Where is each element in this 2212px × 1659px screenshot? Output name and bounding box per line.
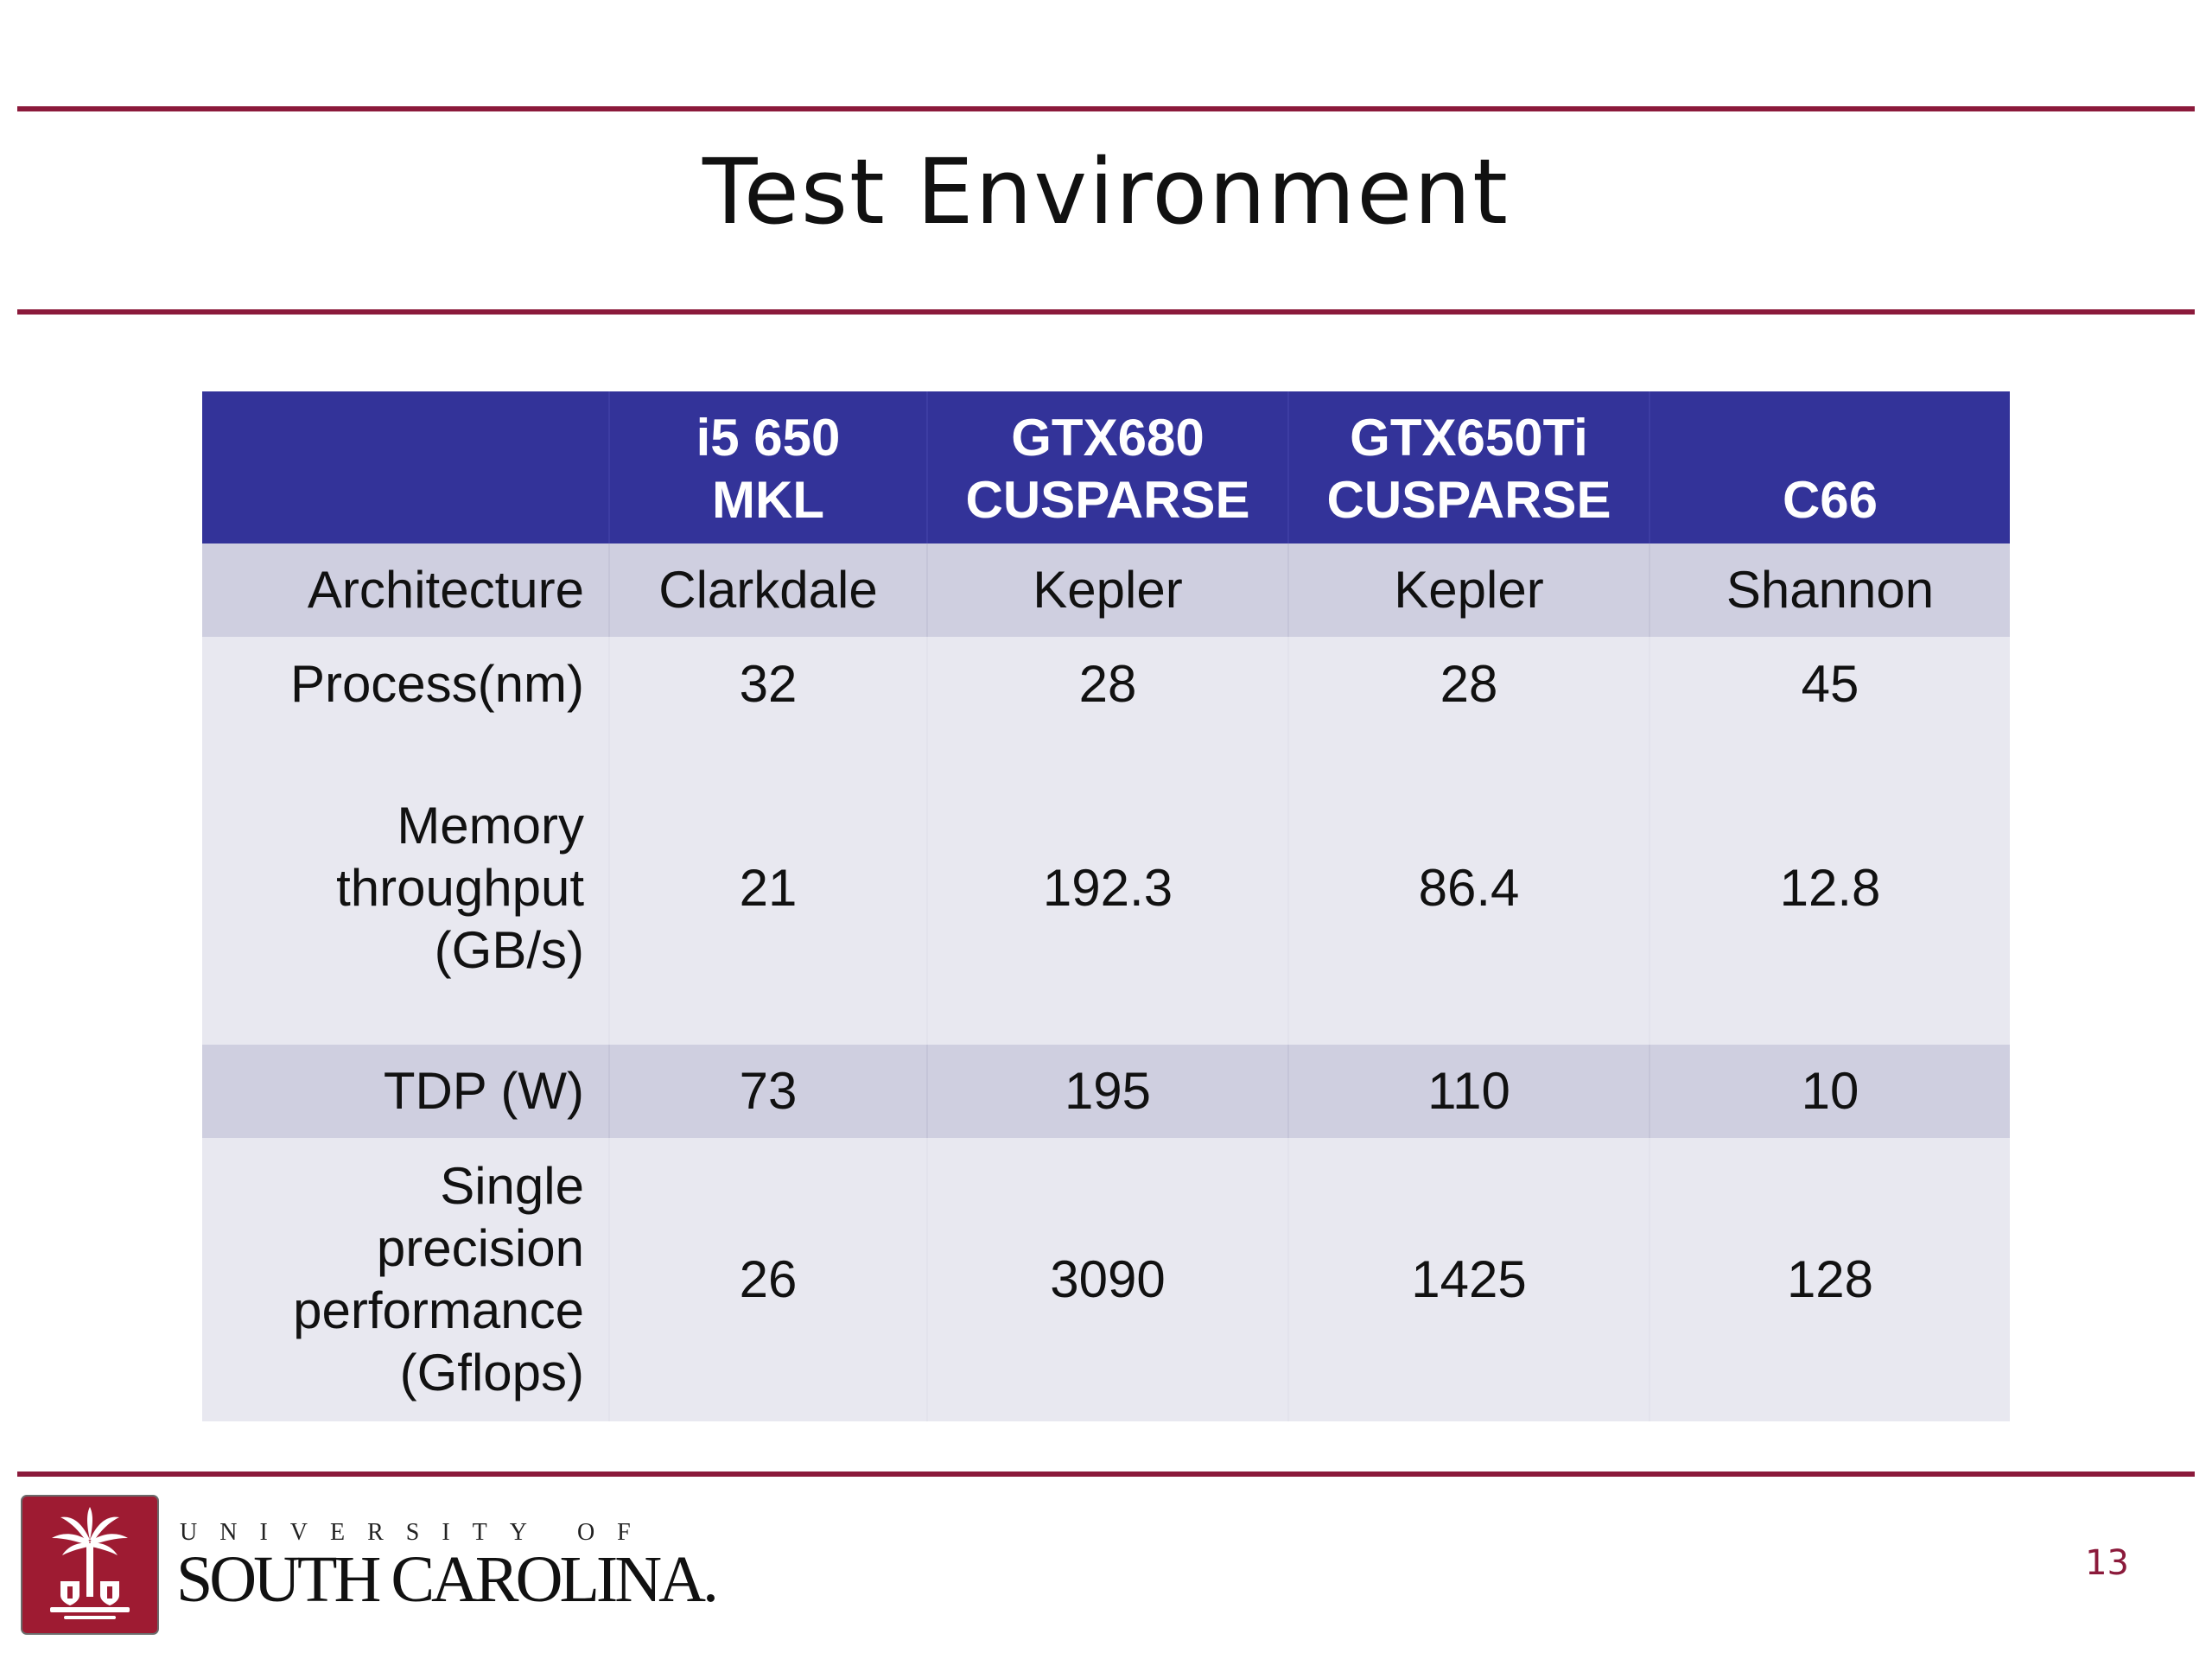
table-cell: 28 (1287, 637, 1649, 732)
row-label-line: Memory (397, 797, 584, 855)
table-cell: 192.3 (926, 732, 1287, 1045)
row-label: Single precision performance (Gflops) (202, 1138, 608, 1421)
row-label-line: (Gflops) (399, 1344, 584, 1402)
row-label-line: Process(nm) (289, 655, 584, 713)
table-cell: 12.8 (1649, 732, 2010, 1045)
table-cell: 195 (926, 1045, 1287, 1138)
table-cell: Kepler (1287, 543, 1649, 637)
table-cell: 10 (1649, 1045, 2010, 1138)
header-line: MKL (712, 471, 824, 529)
header-line: CUSPARSE (965, 471, 1250, 529)
table-cell: Clarkdale (608, 543, 926, 637)
row-label-line: (GB/s) (434, 921, 584, 979)
header-line: i5 650 (696, 409, 841, 467)
row-label: Memory throughput (GB/s) (202, 732, 608, 1045)
title-divider-line (17, 309, 2195, 315)
row-label: Process(nm) (202, 637, 608, 732)
header-cell-empty (202, 391, 608, 543)
table-cell: 28 (926, 637, 1287, 732)
row-label: TDP (W) (202, 1045, 608, 1138)
table-cell: 73 (608, 1045, 926, 1138)
specs-table: i5 650 MKL GTX680 CUSPARSE GTX650Ti CUSP… (202, 391, 2010, 1421)
table-cell: Kepler (926, 543, 1287, 637)
header-cell-c66: C66 (1649, 391, 2010, 543)
row-label-line: throughput (336, 859, 584, 917)
university-of-text: UNIVERSITY OF (180, 1519, 653, 1546)
header-line: GTX650Ti (1350, 409, 1588, 467)
table-cell: 45 (1649, 637, 2010, 732)
table-row: TDP (W) 73 195 110 10 (202, 1045, 2010, 1138)
header-line: GTX680 (1011, 409, 1205, 467)
table-header-row: i5 650 MKL GTX680 CUSPARSE GTX650Ti CUSP… (202, 391, 2010, 543)
page-number: 13 (2085, 1543, 2129, 1583)
table-cell: 110 (1287, 1045, 1649, 1138)
row-label-line: precision (376, 1219, 584, 1277)
table-cell: 21 (608, 732, 926, 1045)
table-row: Single precision performance (Gflops) 26… (202, 1138, 2010, 1421)
table-cell: 86.4 (1287, 732, 1649, 1045)
slide-title: Test Environment (702, 139, 1510, 245)
table-cell: Shannon (1649, 543, 2010, 637)
palmetto-tree-seal-icon (21, 1495, 159, 1635)
row-label: Architecture (202, 543, 608, 637)
row-label-line: Single (440, 1157, 584, 1215)
row-label-line: performance (293, 1281, 584, 1339)
header-cell-gtx680: GTX680 CUSPARSE (926, 391, 1287, 543)
footer-divider-line (17, 1471, 2195, 1477)
table-cell: 26 (608, 1138, 926, 1421)
header-cell-i5-650: i5 650 MKL (608, 391, 926, 543)
top-divider-line (17, 106, 2195, 111)
table-row: Architecture Clarkdale Kepler Kepler Sha… (202, 543, 2010, 637)
header-line: C66 (1782, 471, 1878, 529)
table-cell: 1425 (1287, 1138, 1649, 1421)
row-label-line: Architecture (307, 561, 584, 619)
header-line: CUSPARSE (1326, 471, 1611, 529)
table-cell: 128 (1649, 1138, 2010, 1421)
table-row: Memory throughput (GB/s) 21 192.3 86.4 1… (202, 732, 2010, 1045)
header-cell-gtx650ti: GTX650Ti CUSPARSE (1287, 391, 1649, 543)
university-name-text: SOUTH CAROLINA. (176, 1543, 719, 1616)
table-cell: 3090 (926, 1138, 1287, 1421)
table-cell: 32 (608, 637, 926, 732)
table-row: Process(nm) 32 28 28 45 (202, 637, 2010, 732)
row-label-line: TDP (W) (383, 1062, 584, 1120)
